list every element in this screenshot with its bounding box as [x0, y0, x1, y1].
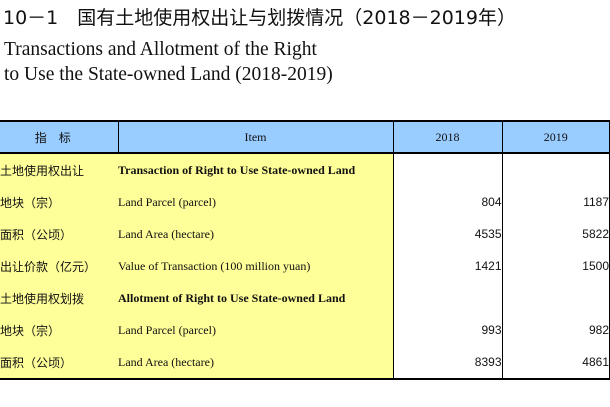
- table-row-allotment-section: 土地使用权划拨 Allotment of Right to Use State-…: [0, 282, 610, 314]
- header-row: 指标 Item 2018 2019: [0, 120, 610, 154]
- indicator-cell: 土地使用权划拨: [0, 282, 118, 314]
- title-english-line-2: to Use the State-owned Land (2018-2019): [4, 64, 333, 85]
- indicator-cell: 面积（公顷）: [0, 218, 118, 250]
- item-cell: Land Area (hectare): [118, 346, 394, 380]
- value-2019-cell: 5822: [502, 218, 610, 250]
- value-2018-cell: [393, 282, 503, 314]
- item-cell: Land Area (hectare): [118, 218, 394, 250]
- header-2018: 2018: [393, 120, 503, 154]
- item-cell: Transaction of Right to Use State-owned …: [118, 153, 394, 186]
- table-row: 面积（公顷） Land Area (hectare) 8393 4861: [0, 346, 610, 380]
- header-2019: 2019: [502, 120, 610, 154]
- value-2019-cell: [502, 282, 610, 314]
- value-2018-cell: 1421: [393, 250, 503, 282]
- table-row: 地块（宗） Land Parcel (parcel) 804 1187: [0, 186, 610, 218]
- item-cell: Land Parcel (parcel): [118, 186, 394, 218]
- item-cell: Value of Transaction (100 million yuan): [118, 250, 394, 282]
- table-title-english: Transactions and Allotment of the Right …: [4, 37, 424, 87]
- statistics-table: 指标 Item 2018 2019 土地使用权出让 Transaction of…: [0, 120, 610, 380]
- value-2018-cell: 8393: [393, 346, 503, 380]
- title-english-line-1: Transactions and Allotment of the Right: [4, 39, 317, 60]
- table-title-chinese: 10－1 国有土地使用权出让与划拨情况（2018－2019年）: [3, 7, 516, 29]
- table-row: 出让价款（亿元） Value of Transaction (100 milli…: [0, 250, 610, 282]
- table-row: 地块（宗） Land Parcel (parcel) 993 982: [0, 314, 610, 346]
- item-cell: Allotment of Right to Use State-owned La…: [118, 282, 394, 314]
- indicator-cell: 土地使用权出让: [0, 153, 118, 186]
- indicator-cell: 地块（宗）: [0, 314, 118, 346]
- indicator-cell: 出让价款（亿元）: [0, 250, 118, 282]
- indicator-cell: 面积（公顷）: [0, 346, 118, 380]
- value-2019-cell: [502, 153, 610, 186]
- value-2019-cell: 1187: [502, 186, 610, 218]
- header-indicator: 指标: [0, 120, 119, 154]
- table-row-transaction-section: 土地使用权出让 Transaction of Right to Use Stat…: [0, 153, 610, 186]
- item-cell: Land Parcel (parcel): [118, 314, 394, 346]
- value-2019-cell: 982: [502, 314, 610, 346]
- value-2019-cell: 1500: [502, 250, 610, 282]
- indicator-cell: 地块（宗）: [0, 186, 118, 218]
- value-2018-cell: [393, 153, 503, 186]
- value-2018-cell: 993: [393, 314, 503, 346]
- value-2019-cell: 4861: [502, 346, 610, 380]
- header-item: Item: [118, 120, 394, 154]
- value-2018-cell: 804: [393, 186, 503, 218]
- value-2018-cell: 4535: [393, 218, 503, 250]
- table-row: 面积（公顷） Land Area (hectare) 4535 5822: [0, 218, 610, 250]
